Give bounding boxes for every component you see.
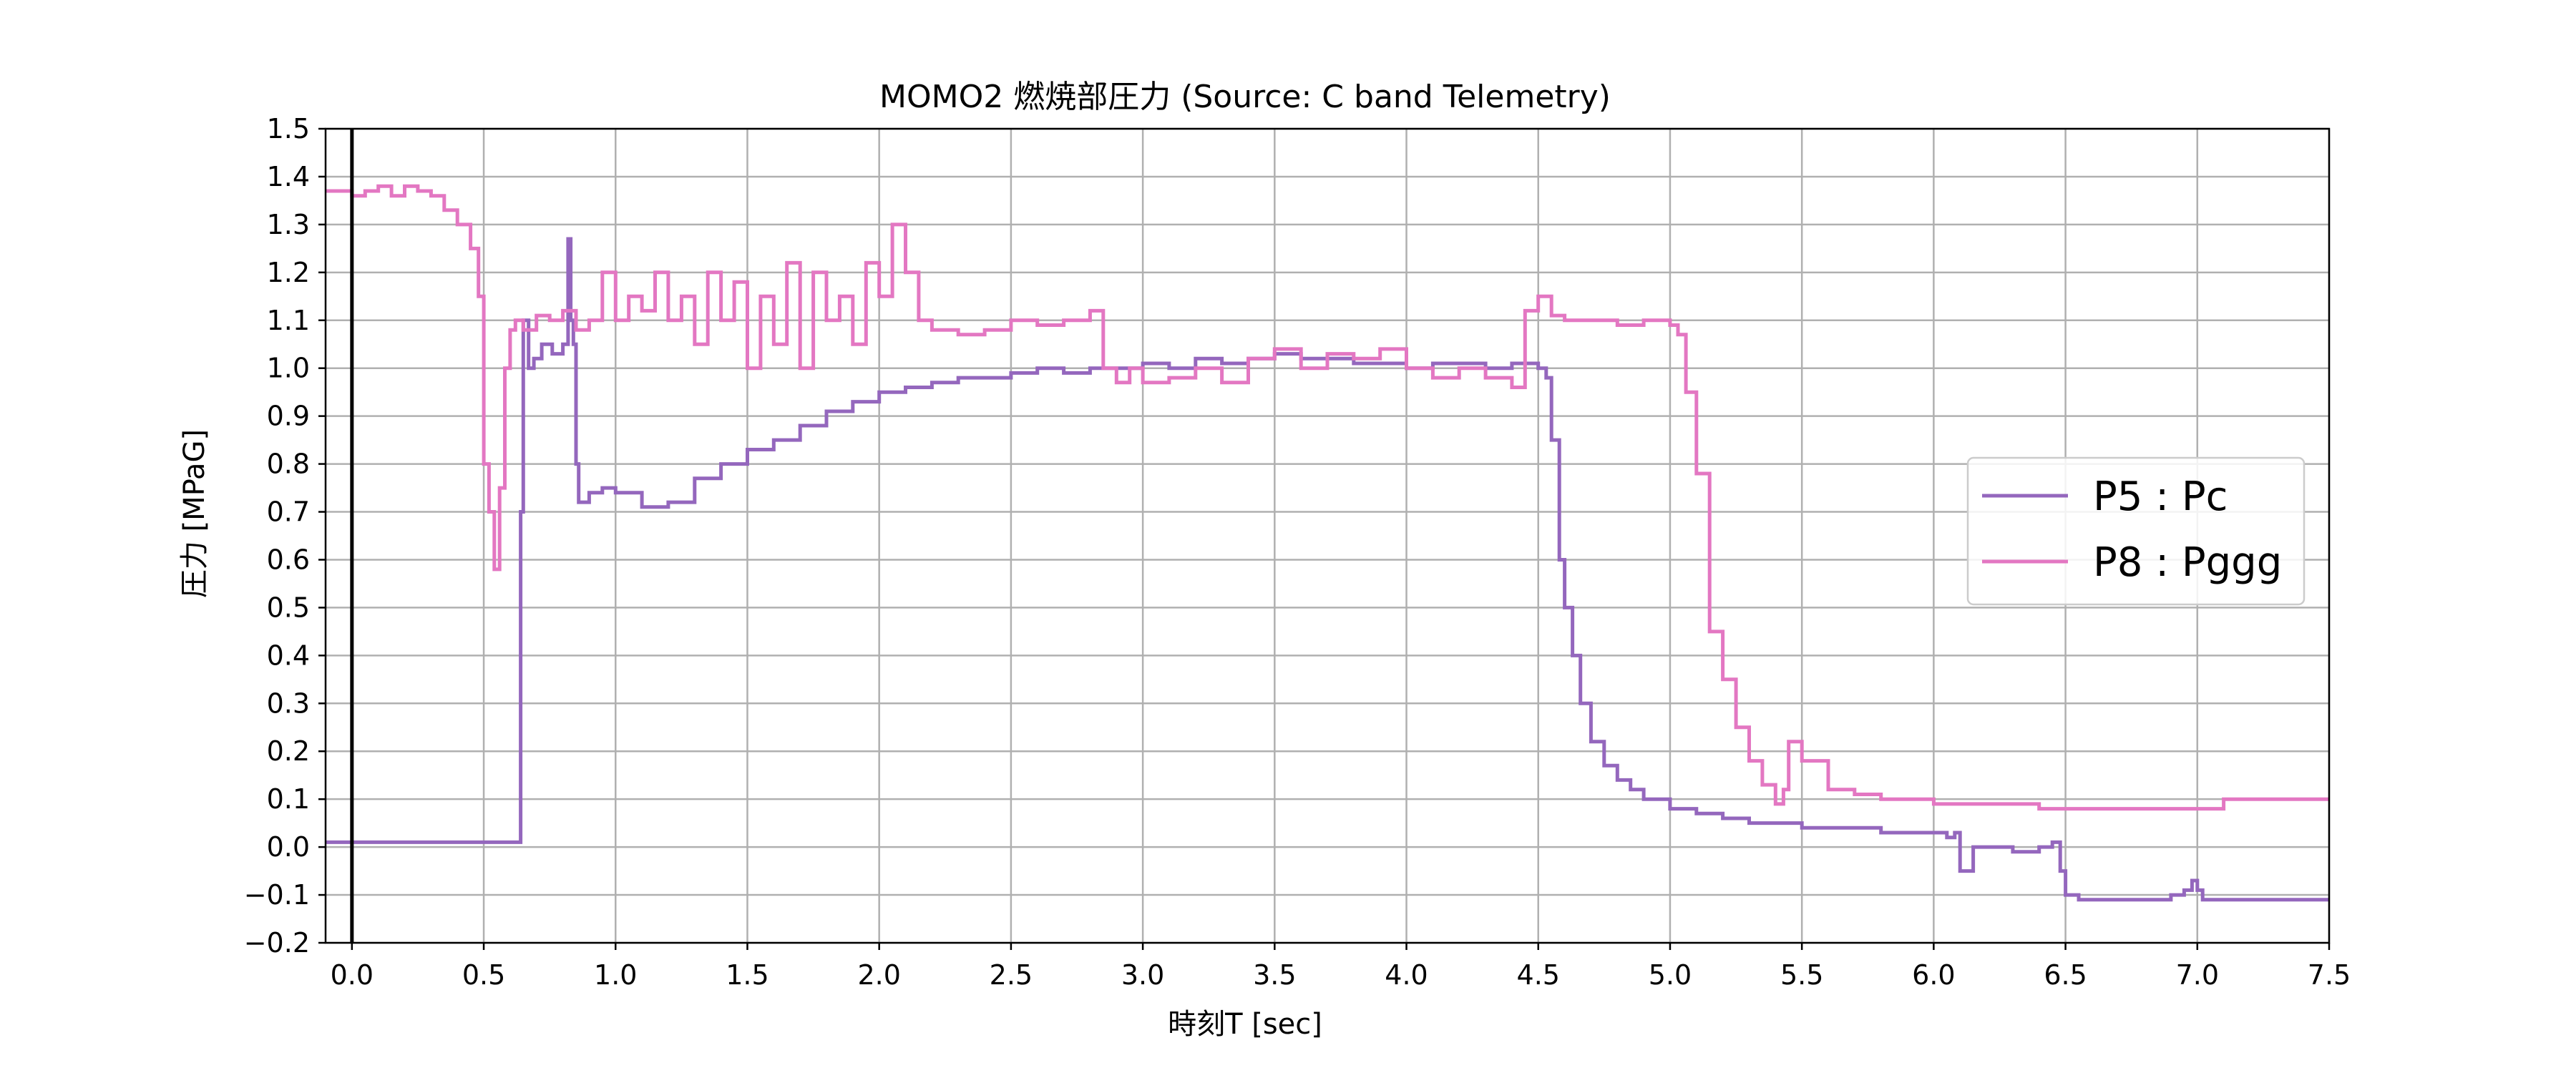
x-tick-label: 7.0: [2176, 959, 2219, 991]
x-tick-label: 0.5: [462, 959, 505, 991]
legend: P5 : Pc P8 : Pggg: [1966, 456, 2306, 606]
x-tick-label: 7.5: [2308, 959, 2351, 991]
x-tick-label: 1.5: [726, 959, 769, 991]
y-tick-label: −0.2: [244, 927, 310, 959]
y-tick-label: 1.0: [267, 353, 310, 384]
y-tick-label: 0.8: [267, 449, 310, 480]
x-tick-label: 6.5: [2044, 959, 2087, 991]
plot-frame: [324, 127, 2331, 944]
series-layer: [326, 184, 2329, 902]
y-tick-label: 0.5: [267, 592, 310, 623]
y-tick-labels: −0.2 −0.1 0.0 0.1 0.2 0.3 0.4 0.5 0.6 0.7 0.8 0.9 1.…: [244, 113, 326, 959]
legend-label-p8: P8 : Pggg: [2093, 539, 2282, 586]
x-tick-labels: 0.0 0.5 1.0 1.5 2.0 2.5 3.0 3.5 4.0 4.5 5.0 5.5 6.0 6…: [331, 943, 2351, 991]
x-tick-label: 0.0: [331, 959, 374, 991]
x-tick-label: 3.0: [1121, 959, 1164, 991]
y-tick-label: 0.0: [267, 831, 310, 863]
y-axis-label: 圧力 [MPaG]: [178, 429, 211, 598]
y-tick-label: 1.2: [267, 257, 310, 288]
y-tick-label: 0.7: [267, 496, 310, 528]
y-tick-label: 1.3: [267, 209, 310, 240]
x-tick-label: 2.5: [990, 959, 1033, 991]
chart-title: MOMO2 燃焼部圧力 (Source: C band Telemetry): [879, 79, 1611, 115]
x-tick-label: 1.0: [594, 959, 637, 991]
x-tick-label: 4.5: [1517, 959, 1560, 991]
y-tick-label: 1.5: [267, 113, 310, 144]
y-tick-label: 0.9: [267, 401, 310, 432]
x-tick-label: 3.5: [1253, 959, 1296, 991]
x-tick-label: 5.0: [1649, 959, 1692, 991]
y-tick-label: 1.1: [267, 305, 310, 336]
x-tick-label: 5.5: [1780, 959, 1823, 991]
x-tick-label: 4.0: [1385, 959, 1428, 991]
y-tick-label: −0.1: [244, 879, 310, 911]
y-tick-label: 0.2: [267, 735, 310, 767]
x-tick-label: 2.0: [857, 959, 900, 991]
y-tick-label: 0.3: [267, 687, 310, 719]
x-tick-label: 6.0: [1912, 959, 1955, 991]
legend-label-p5: P5 : Pc: [2093, 474, 2228, 520]
y-tick-label: 0.6: [267, 544, 310, 575]
series-line-p8: [326, 184, 2329, 811]
series-line-p5: [326, 237, 2329, 902]
y-tick-label: 0.1: [267, 783, 310, 815]
y-tick-label: 0.4: [267, 640, 310, 671]
x-axis-label: 時刻T [sec]: [1168, 1008, 1322, 1041]
y-tick-label: 1.4: [267, 161, 310, 192]
